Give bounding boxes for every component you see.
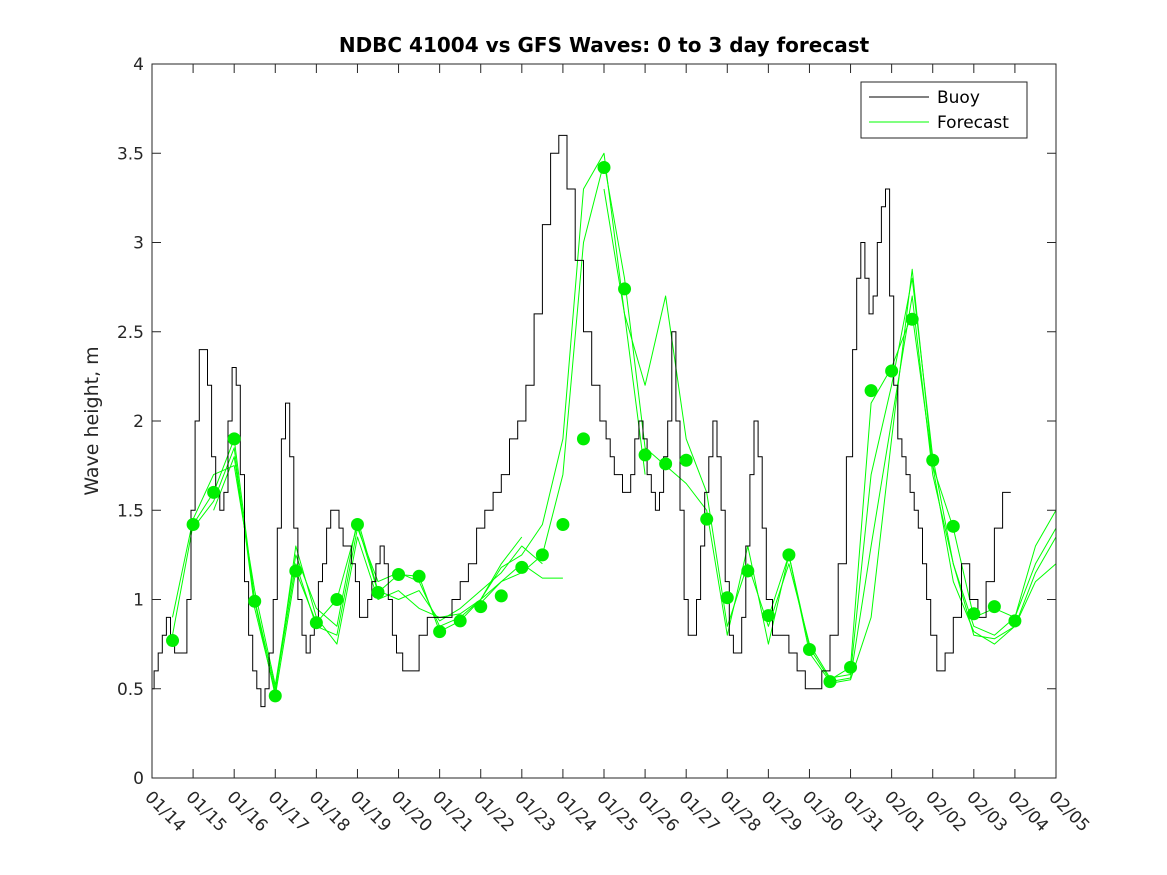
forecast-marker — [741, 564, 755, 578]
y-tick-label: 3 — [133, 234, 144, 254]
forecast-marker — [371, 585, 385, 599]
forecast-marker — [494, 589, 508, 603]
forecast-marker — [248, 594, 262, 608]
forecast-marker — [987, 600, 1001, 614]
forecast-marker — [946, 519, 960, 533]
forecast-marker — [350, 518, 364, 532]
forecast-marker — [166, 634, 180, 648]
legend-forecast-label: Forecast — [937, 113, 1009, 133]
chart-title: NDBC 41004 vs GFS Waves: 0 to 3 day fore… — [339, 33, 870, 57]
forecast-marker — [289, 564, 303, 578]
forecast-marker — [802, 642, 816, 656]
y-axis-label: Wave height, m — [81, 346, 103, 495]
forecast-marker — [515, 560, 529, 574]
legend-buoy-label: Buoy — [937, 88, 980, 108]
forecast-marker — [638, 448, 652, 462]
buoy-line — [152, 134, 1011, 708]
forecast-marker — [412, 569, 426, 583]
y-tick-label: 1 — [133, 591, 144, 611]
forecast-marker — [761, 609, 775, 623]
forecast-marker — [227, 432, 241, 446]
forecast-marker — [556, 518, 570, 532]
forecast-marker — [453, 614, 467, 628]
forecast-marker — [309, 616, 323, 630]
forecast-marker — [186, 518, 200, 532]
forecast-marker — [659, 457, 673, 471]
forecast-marker — [823, 675, 837, 689]
forecast-marker — [1008, 614, 1022, 628]
forecast-marker — [844, 660, 858, 674]
forecast-marker — [700, 512, 714, 526]
forecast-marker — [864, 384, 878, 398]
forecast-marker — [535, 548, 549, 562]
forecast-marker — [330, 593, 344, 606]
forecast-marker — [474, 600, 488, 614]
legend-box — [860, 81, 1028, 139]
y-tick-label: 0 — [133, 769, 144, 789]
y-tick-label: 2.5 — [117, 323, 144, 343]
forecast-marker — [782, 548, 796, 562]
forecast-marker — [392, 568, 406, 582]
y-tick-label: 1.5 — [117, 501, 144, 521]
forecast-marker — [207, 485, 221, 499]
forecast-marker — [679, 453, 693, 467]
forecast-line — [213, 152, 646, 690]
y-tick-label: 0.5 — [117, 680, 144, 700]
y-tick-label: 3.5 — [117, 144, 144, 164]
forecast-marker — [618, 282, 632, 296]
forecast-marker — [905, 312, 919, 326]
forecast-marker — [885, 364, 899, 378]
forecast-marker — [967, 607, 981, 621]
y-tick-label: 4 — [133, 55, 144, 75]
markers-layer — [166, 161, 1022, 703]
y-tick-label: 2 — [133, 412, 144, 432]
forecast-marker — [720, 591, 734, 605]
forecast-marker — [926, 453, 940, 467]
legend: Buoy Forecast — [860, 81, 1028, 139]
forecast-line — [480, 161, 1057, 681]
forecast-marker — [268, 689, 282, 703]
forecast-marker — [597, 161, 611, 175]
y-axis: 0 0.5 1 1.5 2 2.5 3 3.5 4 — [117, 55, 1056, 789]
forecast-marker — [576, 432, 590, 446]
forecast-line — [767, 295, 1057, 683]
forecast-marker — [433, 625, 447, 639]
